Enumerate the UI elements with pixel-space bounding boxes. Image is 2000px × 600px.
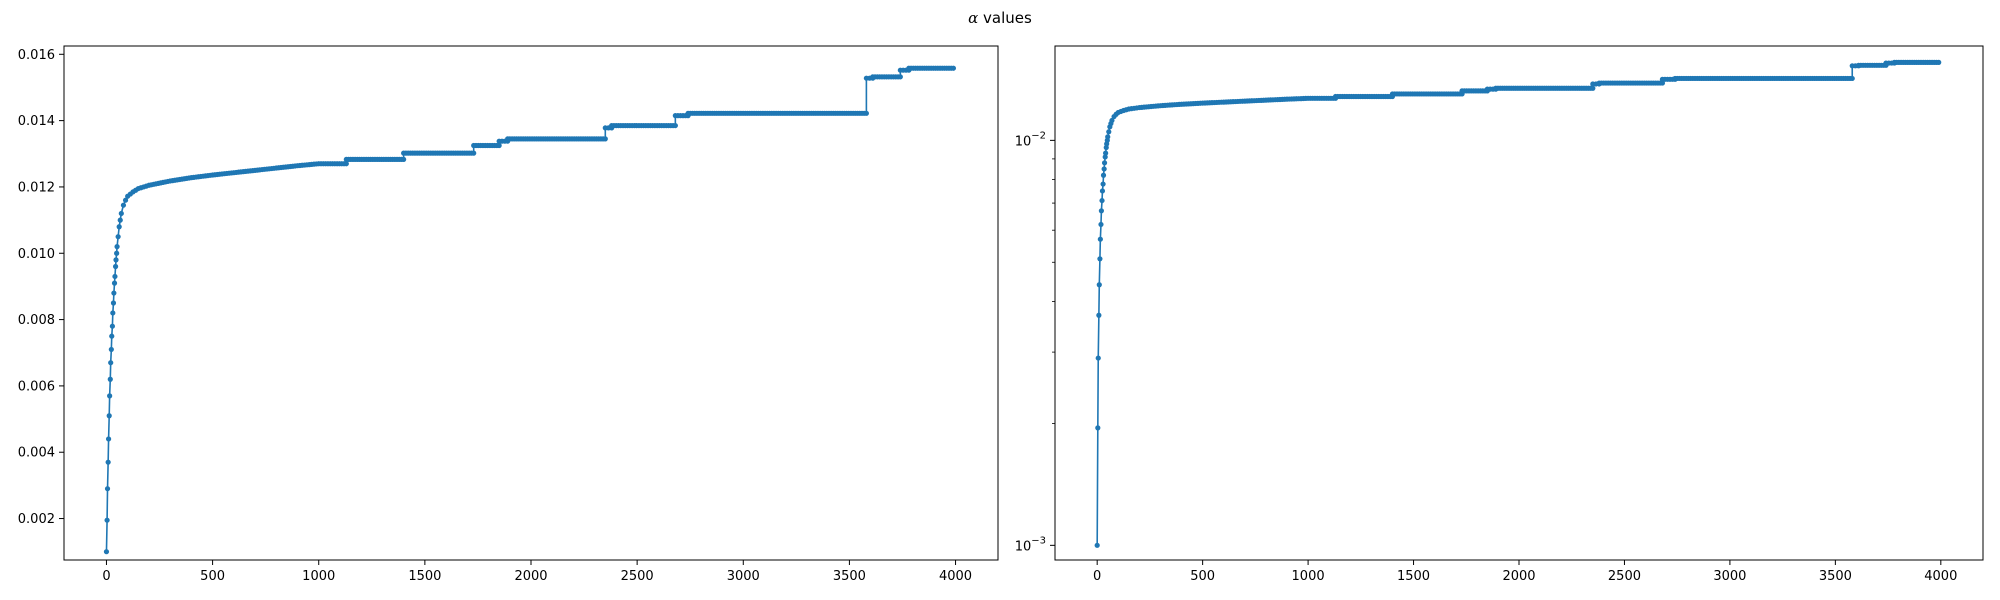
data-point [120,202,127,208]
x-tick-label: 0 [1093,569,1101,584]
data-point [1094,542,1100,548]
data-point [112,263,119,270]
x-tick-label: 500 [200,569,225,584]
data-point [111,290,117,296]
data-point [1096,312,1102,318]
x-tick-label: 3000 [727,569,760,584]
data-point [471,150,477,156]
data-point [1095,425,1101,431]
data-point [1096,282,1102,288]
data-point [114,250,120,256]
data-point [1095,355,1101,361]
data-point [115,234,121,240]
y-tick-label: 0.010 [18,247,55,262]
x-tick-label: 0 [102,569,110,584]
x-tick-label: 1000 [1292,569,1325,584]
data-point [104,517,110,523]
data-point [109,323,115,329]
x-tick-label: 3500 [833,569,866,584]
figure-title: α values [0,9,2000,27]
figure-title-text: values [978,9,1032,27]
data-point [1099,188,1106,194]
data-point [863,110,869,116]
data-point [107,376,113,382]
y-tick-label: 10−2 [1015,130,1046,149]
data-point [1100,181,1106,187]
y-tick-label: 0.014 [18,114,55,129]
data-point [1109,117,1115,124]
x-tick-label: 2500 [621,569,654,584]
data-point [1103,150,1109,156]
data-point [1936,59,1942,65]
x-tick-label: 4000 [939,569,972,584]
data-point [1101,160,1108,166]
data-point [1098,221,1104,228]
data-point [1102,154,1108,160]
data-point [672,122,678,129]
x-tick-label: 1000 [302,569,335,584]
data-point [105,436,112,442]
series-markers [103,65,957,555]
x-tick-label: 2000 [514,569,547,584]
data-point [602,136,608,142]
data-point [1849,75,1855,82]
data-point [110,300,117,306]
series-line [1096,61,1939,546]
data-point [108,346,114,353]
data-point [343,161,349,167]
data-point [950,65,957,71]
data-point [104,486,111,492]
x-tick-label: 2000 [1502,569,1535,584]
y-tick-label: 0.012 [18,180,55,195]
data-point [113,257,119,263]
data-point [1590,85,1596,91]
x-tick-label: 500 [1190,569,1215,584]
data-point [118,210,124,217]
data-point [117,217,123,223]
data-point [1100,172,1107,178]
y-tick-label: 0.008 [18,313,55,328]
data-point [107,393,113,399]
data-point [122,197,129,203]
data-point [1098,208,1104,214]
data-point [111,280,118,286]
series-markers [1094,59,1942,548]
figure-title-symbol: α [968,9,979,27]
data-point [897,74,903,80]
x-tick-label: 4000 [1924,569,1957,584]
data-point [1106,129,1112,135]
data-point [108,360,114,366]
axes-frame [1054,45,1984,561]
data-point [1659,80,1666,86]
data-point [116,224,122,230]
data-point [1101,166,1107,172]
left-plot-linear-scale: 0 500 1000 1500 2000 2500 3000 3500 4000 0.002 0.0… [18,45,999,584]
data-point [1097,256,1103,262]
x-tick-label: 2500 [1608,569,1641,584]
y-tick-label: 0.006 [18,379,55,394]
data-point [1097,236,1103,242]
y-tick-label: 0.016 [18,48,55,63]
x-tick-label: 3000 [1713,569,1746,584]
y-tick-label: 10−3 [1015,535,1046,554]
x-tick-label: 1500 [408,569,441,584]
data-point [401,156,407,163]
data-point [496,142,502,149]
x-tick-label: 3500 [1819,569,1852,584]
right-plot-log-scale: 0 500 1000 1500 2000 2500 3000 3500 4000 10−3 10−2 [1015,45,1984,584]
data-point [110,310,116,316]
data-point [105,459,111,465]
data-point [114,244,120,250]
data-point [109,333,115,339]
x-tick-label: 1500 [1397,569,1430,584]
data-point [1099,197,1105,204]
y-tick-label: 0.002 [18,512,55,527]
data-point [112,273,118,280]
data-point [103,549,110,555]
data-point [106,413,112,419]
axes-frame [63,45,999,561]
y-tick-label: 0.004 [18,446,55,461]
data-point [1105,134,1111,140]
